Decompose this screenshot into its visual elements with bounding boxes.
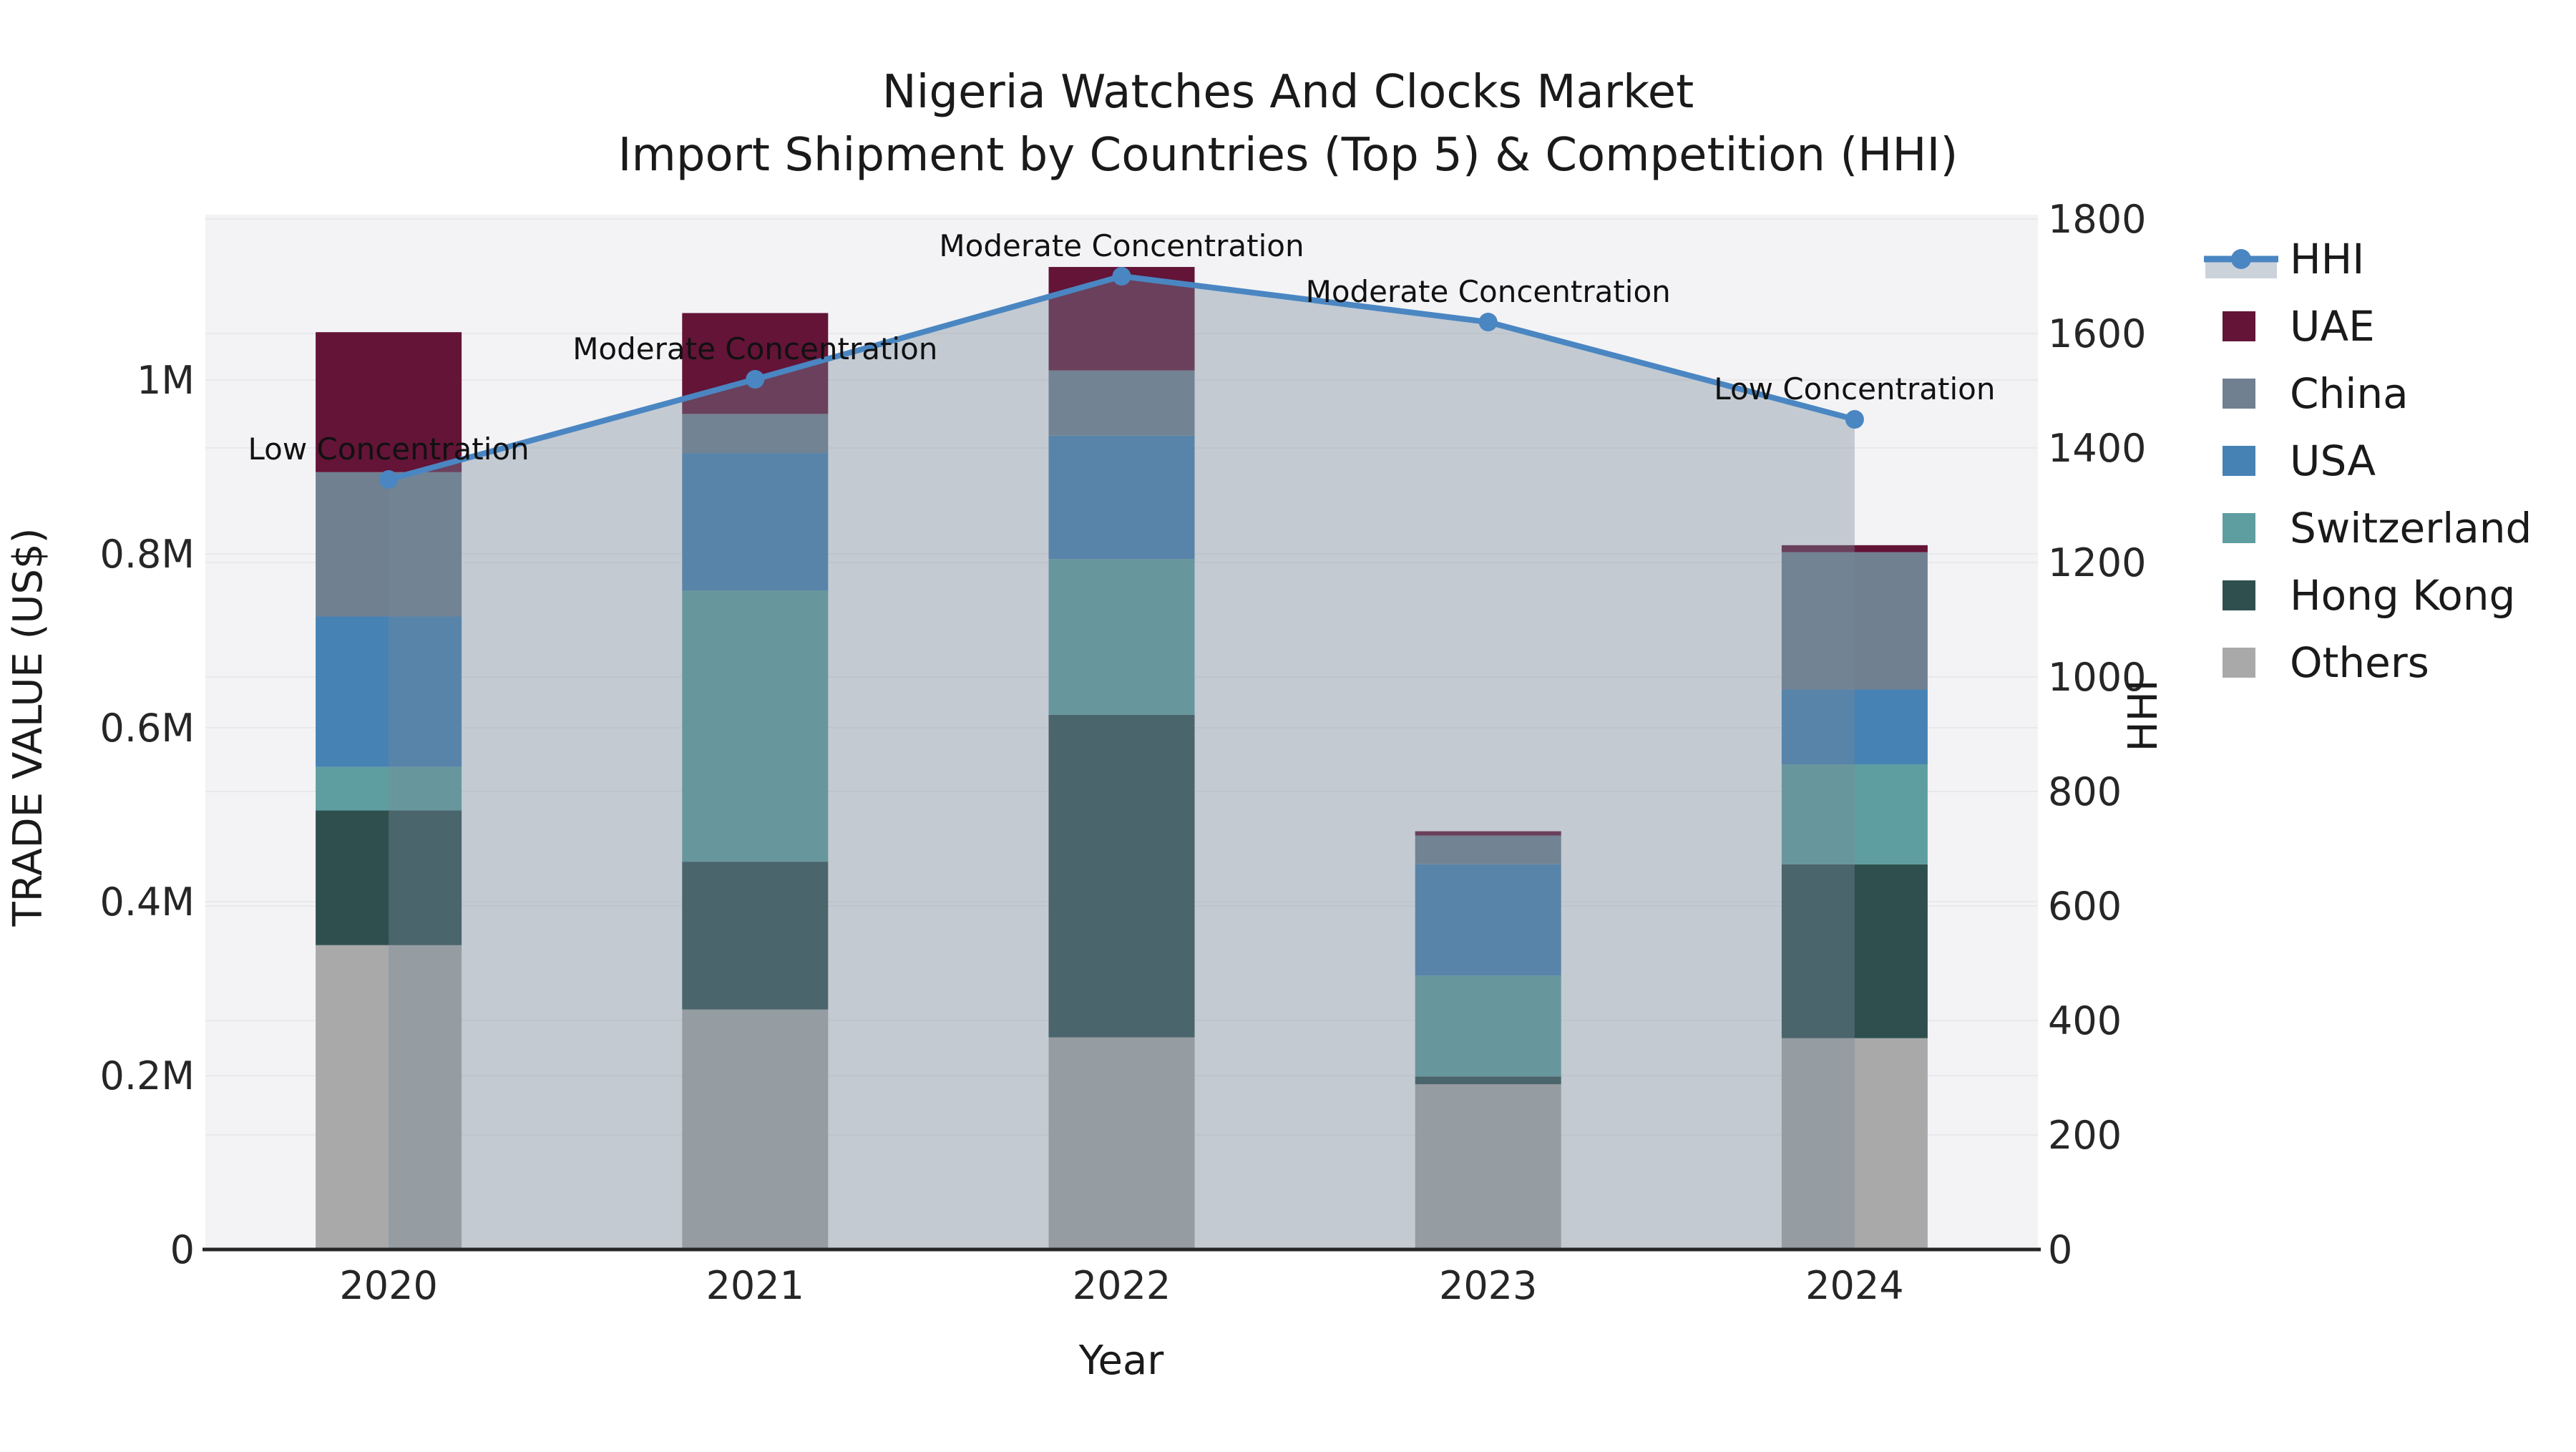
- legend-swatch-china: [2223, 379, 2255, 409]
- legend-label-switzerland: Switzerland: [2290, 504, 2532, 552]
- y-left-tick-0.4M: 0.4M: [100, 880, 195, 925]
- bar-segment-2023-others: [1415, 1084, 1561, 1249]
- bar-segment-2022-others: [1048, 1037, 1195, 1249]
- legend-swatch-hong-kong: [2223, 580, 2255, 610]
- hhi-marker-2024: [1845, 410, 1864, 429]
- bar-segment-2023-usa: [1415, 864, 1561, 976]
- stacked-bars: [316, 267, 1928, 1249]
- y-left-tick-1M: 1M: [137, 358, 195, 403]
- y-right-tick-800: 800: [2048, 769, 2122, 814]
- x-tick-labels: 2020 2021 2022 2023 2024: [339, 1263, 1903, 1308]
- bar-segment-2022-hong-kong: [1048, 714, 1195, 1038]
- bar-segment-2020-china: [316, 472, 462, 617]
- x-axis-title: Year: [1078, 1338, 1165, 1384]
- legend-label-usa: USA: [2290, 437, 2376, 485]
- annotation-2021: Moderate Concentration: [572, 331, 937, 366]
- hhi-marker-2022: [1112, 267, 1131, 286]
- chart-title-line2: Import Shipment by Countries (Top 5) & C…: [618, 129, 1958, 182]
- bar-segment-2021-switzerland: [682, 590, 829, 862]
- y-right-tick-labels: 0 200 400 600 800 1000 1200 1400 1600 1800: [2048, 197, 2146, 1272]
- bar-segment-2020-usa: [316, 616, 462, 767]
- legend-item-switzerland: Switzerland: [2223, 504, 2532, 552]
- hhi-marker-2020: [379, 470, 399, 489]
- bar-segment-2020-switzerland: [316, 766, 462, 811]
- bar-segment-2024-uae: [1781, 545, 1928, 552]
- bar-segment-2022-usa: [1048, 435, 1195, 560]
- legend-hhi-marker-swatch: [2231, 249, 2251, 269]
- legend-swatch-others: [2223, 648, 2255, 678]
- bar-segment-2024-switzerland: [1781, 764, 1928, 864]
- y-right-tick-1800: 1800: [2048, 197, 2146, 242]
- hhi-marker-2021: [746, 370, 765, 389]
- y-right-tick-600: 600: [2048, 884, 2122, 929]
- bar-segment-2024-china: [1781, 552, 1928, 690]
- y-right-tick-200: 200: [2048, 1113, 2122, 1158]
- bar-segment-2020-hong-kong: [316, 810, 462, 945]
- chart-title-line1: Nigeria Watches And Clocks Market: [882, 66, 1694, 119]
- bar-segment-2022-china: [1048, 370, 1195, 436]
- hhi-line: [379, 267, 1864, 489]
- hhi-marker-2023: [1478, 313, 1498, 331]
- bar-segment-2021-china: [682, 414, 829, 454]
- legend-item-hong-kong: Hong Kong: [2223, 571, 2515, 620]
- annotation-2020: Low Concentration: [248, 432, 530, 467]
- legend-item-others: Others: [2223, 638, 2429, 687]
- bar-segment-2023-hong-kong: [1415, 1076, 1561, 1085]
- x-tick-2022: 2022: [1073, 1263, 1171, 1308]
- legend-label-uae: UAE: [2290, 302, 2375, 351]
- bar-segment-2021-hong-kong: [682, 862, 829, 1010]
- bar-segment-2023-uae: [1415, 831, 1561, 836]
- y-right-tick-1400: 1400: [2048, 426, 2146, 471]
- bar-segment-2023-china: [1415, 835, 1561, 864]
- bar-segment-2021-usa: [682, 453, 829, 591]
- bar-segment-2024-usa: [1781, 689, 1928, 765]
- y-right-tick-400: 400: [2048, 998, 2122, 1043]
- y-left-tick-0: 0: [170, 1227, 195, 1272]
- annotation-2024: Low Concentration: [1714, 371, 1995, 406]
- bar-segment-2021-others: [682, 1009, 829, 1249]
- legend-swatch-usa: [2223, 446, 2255, 476]
- y-right-tick-0: 0: [2048, 1227, 2072, 1272]
- x-tick-2020: 2020: [339, 1263, 437, 1308]
- y-left-tick-labels: 0 0.2M 0.4M 0.6M 0.8M 1M: [100, 358, 195, 1272]
- legend-label-hong-kong: Hong Kong: [2290, 571, 2515, 620]
- bar-segment-2023-switzerland: [1415, 975, 1561, 1077]
- legend-item-uae: UAE: [2223, 302, 2375, 351]
- x-tick-2023: 2023: [1439, 1263, 1537, 1308]
- bar-segment-2024-others: [1781, 1038, 1928, 1249]
- legend: HHI UAE China USA Switzerland Hong Kong Others: [2204, 235, 2532, 687]
- annotation-2023: Moderate Concentration: [1306, 274, 1671, 309]
- legend-item-china: China: [2223, 369, 2409, 418]
- legend-item-usa: USA: [2223, 437, 2376, 485]
- legend-label-others: Others: [2290, 638, 2429, 687]
- legend-swatch-uae: [2223, 311, 2255, 341]
- legend-item-hhi: HHI: [2204, 235, 2364, 283]
- legend-label-hhi: HHI: [2290, 235, 2364, 283]
- y-left-tick-0.6M: 0.6M: [100, 706, 195, 751]
- hhi-area-fill: [389, 276, 1855, 1249]
- x-tick-2021: 2021: [706, 1263, 804, 1308]
- legend-swatch-switzerland: [2223, 513, 2255, 543]
- y-right-tick-1600: 1600: [2048, 311, 2146, 356]
- bar-segment-2020-uae: [316, 332, 462, 472]
- y-right-tick-1000: 1000: [2048, 655, 2146, 700]
- legend-label-china: China: [2290, 369, 2409, 418]
- bar-segment-2020-others: [316, 945, 462, 1249]
- y-right-axis-title: HHI: [2120, 680, 2167, 752]
- x-tick-2024: 2024: [1805, 1263, 1903, 1308]
- hhi-area: [389, 276, 1855, 1249]
- annotation-2022: Moderate Concentration: [939, 228, 1304, 263]
- y-right-tick-1200: 1200: [2048, 540, 2146, 585]
- y-left-tick-0.8M: 0.8M: [100, 532, 195, 577]
- bar-segment-2022-switzerland: [1048, 559, 1195, 715]
- bar-segment-2024-hong-kong: [1781, 864, 1928, 1038]
- y-left-tick-0.2M: 0.2M: [100, 1053, 195, 1098]
- y-left-axis-title: TRADE VALUE (US$): [5, 528, 52, 927]
